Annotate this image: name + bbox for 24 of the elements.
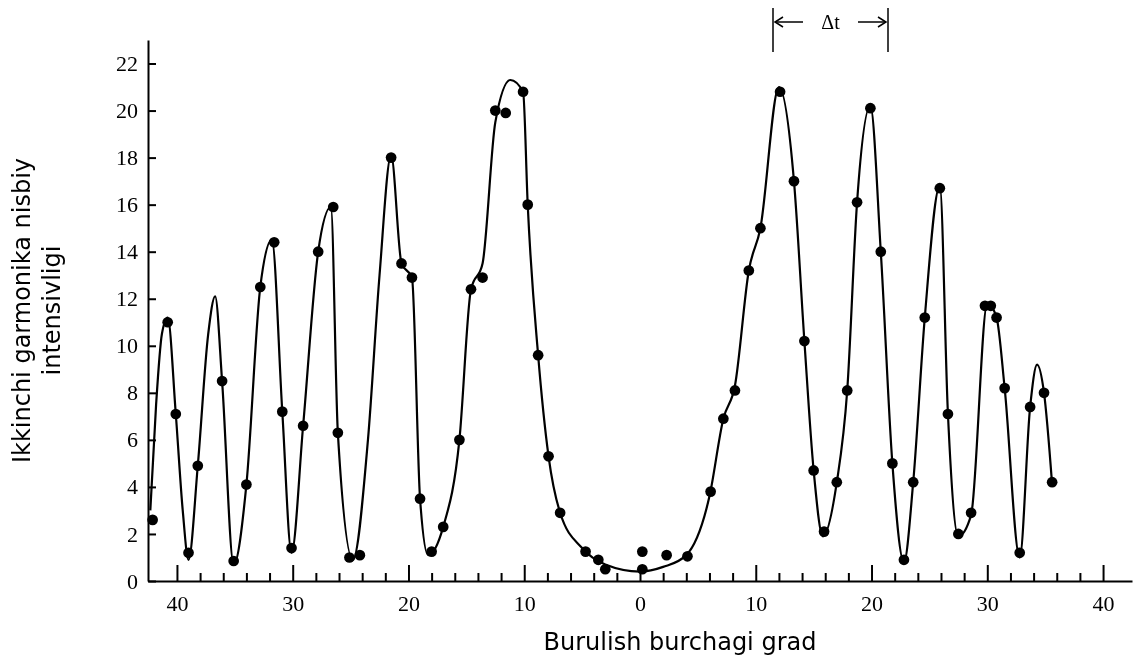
y-tick-label: 2	[127, 521, 138, 547]
y-tick-label: 20	[116, 98, 138, 124]
x-tick-label: 10	[745, 590, 768, 616]
y-tick-label: 0	[127, 568, 138, 594]
text: Δt	[821, 11, 841, 33]
y-tick-label: 16	[116, 192, 138, 218]
y-tick-label: 6	[127, 427, 138, 453]
y-tick-label: 4	[127, 474, 138, 500]
y-tick-label: 14	[116, 239, 138, 265]
y-axis-title: Ikkinchi garmonika nisbiy intensivligi	[8, 157, 66, 464]
x-tick-label: 20	[861, 590, 884, 616]
x-tick-label: 40	[1092, 590, 1115, 616]
x-tick-label: 30	[282, 590, 305, 616]
x-tick-label: 10	[513, 590, 536, 616]
y-tick-label: 12	[116, 286, 138, 312]
x-tick-label: 0	[635, 590, 646, 616]
x-tick-label: 40	[166, 590, 189, 616]
y-tick-label: 22	[116, 51, 138, 77]
x-axis-title: Burulish burchagi grad	[543, 628, 817, 656]
y-tick-label: 8	[127, 380, 138, 406]
x-tick-label: 20	[397, 590, 420, 616]
y-tick-label: 18	[116, 145, 138, 171]
x-tick-label: 30	[976, 590, 999, 616]
y-tick-label: 10	[116, 333, 138, 359]
